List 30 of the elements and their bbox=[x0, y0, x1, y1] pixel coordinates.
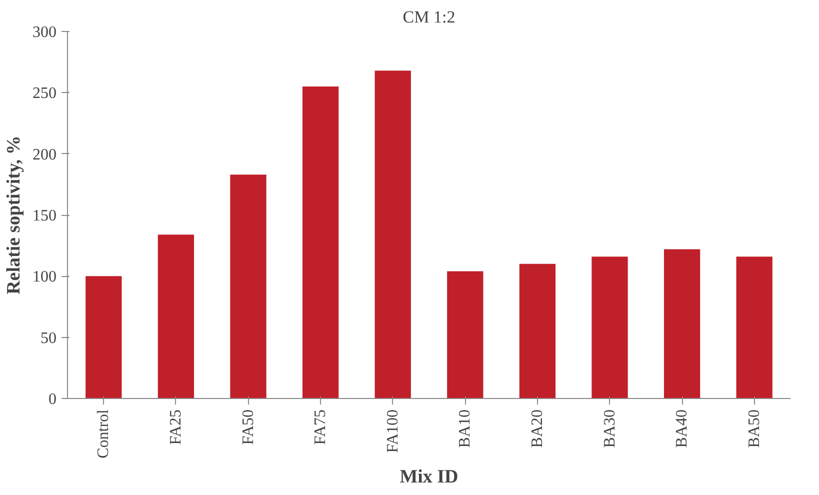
y-tick-label: 100 bbox=[32, 268, 56, 286]
y-tick-label: 150 bbox=[32, 208, 56, 224]
x-tick-label: FA100 bbox=[384, 410, 402, 453]
x-tick-label: BA10 bbox=[456, 409, 474, 448]
bar bbox=[302, 86, 339, 398]
y-tick-label: 50 bbox=[40, 330, 56, 347]
bar bbox=[86, 276, 122, 398]
chart-title: CM 1:2 bbox=[402, 8, 456, 26]
x-tick-label: Control bbox=[95, 408, 112, 458]
x-axis-title: Mix ID bbox=[400, 466, 458, 488]
x-tick-label: BA20 bbox=[528, 409, 546, 448]
x-tick-label: FA25 bbox=[167, 410, 184, 445]
bar bbox=[736, 256, 772, 398]
bar bbox=[158, 234, 194, 398]
bar bbox=[519, 264, 556, 398]
x-tick-label: FA75 bbox=[312, 410, 330, 445]
x-tick-label: FA50 bbox=[240, 410, 257, 445]
x-tick-label: BA30 bbox=[601, 409, 618, 448]
bar bbox=[664, 249, 700, 398]
bar bbox=[374, 70, 411, 398]
bar bbox=[592, 256, 628, 398]
y-tick-label: 300 bbox=[32, 24, 56, 41]
y-tick-label: 250 bbox=[32, 85, 56, 102]
y-tick-label: 0 bbox=[48, 391, 56, 408]
y-axis-title: Relatie soptivity, % bbox=[4, 136, 24, 294]
bar bbox=[447, 271, 484, 398]
x-tick-label: BA40 bbox=[674, 409, 691, 448]
x-tick-label: BA50 bbox=[746, 409, 763, 448]
bar bbox=[230, 174, 266, 398]
y-tick-label: 200 bbox=[32, 146, 56, 164]
